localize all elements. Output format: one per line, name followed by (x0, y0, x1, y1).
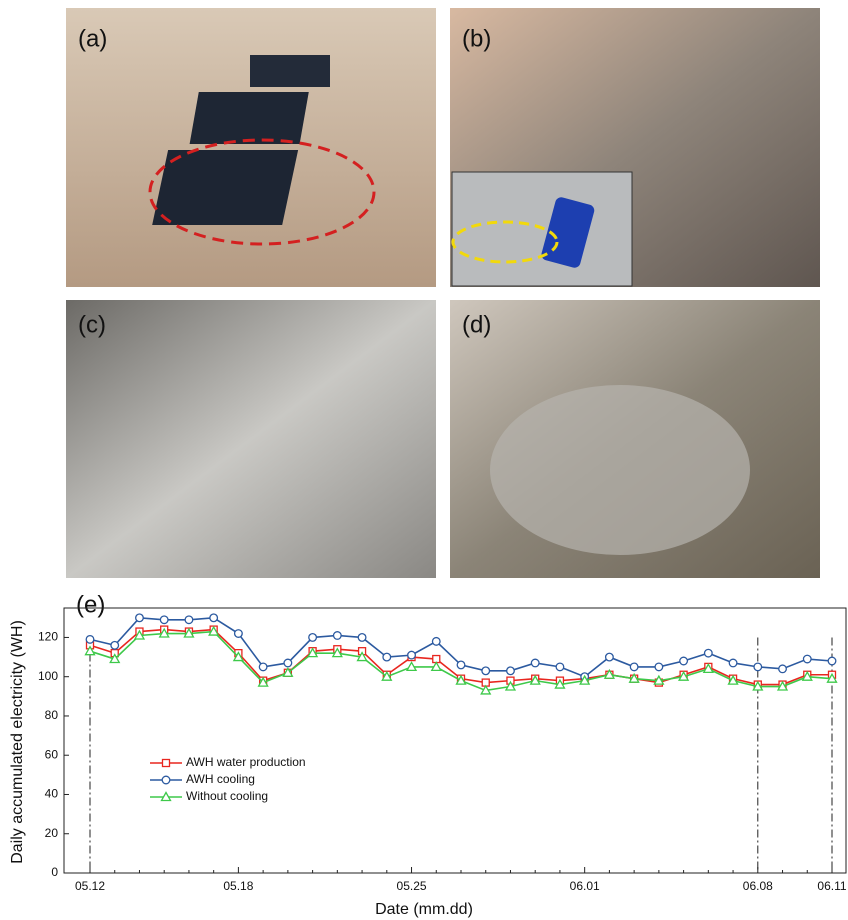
marker (680, 657, 688, 665)
marker (507, 667, 515, 675)
panel-label: (b) (462, 25, 491, 52)
marker (803, 655, 811, 663)
marker (655, 663, 663, 671)
marker (729, 659, 737, 667)
x-tick-label: 06.11 (817, 879, 846, 893)
solar-panel (190, 92, 309, 144)
y-tick-label: 100 (38, 669, 58, 683)
x-tick-label: 06.01 (570, 879, 600, 893)
marker (754, 663, 762, 671)
marker (606, 653, 614, 661)
marker (259, 663, 267, 671)
marker (334, 632, 342, 640)
marker (482, 667, 490, 675)
x-tick-label: 06.08 (743, 879, 773, 893)
legend-label: AWH cooling (186, 772, 255, 786)
marker (705, 649, 713, 657)
marker (210, 614, 218, 622)
panel-label: (c) (78, 311, 106, 338)
marker (630, 663, 638, 671)
marker (779, 665, 787, 673)
marker (86, 636, 94, 644)
panel-label: (a) (78, 25, 107, 52)
marker (531, 659, 539, 667)
legend-label: AWH water production (186, 755, 306, 769)
solar-panel (250, 55, 330, 87)
marker (383, 653, 391, 661)
y-tick-label: 20 (45, 826, 59, 840)
y-tick-label: 80 (45, 708, 59, 722)
x-tick-label: 05.12 (75, 879, 105, 893)
flask (490, 385, 750, 555)
y-tick-label: 120 (38, 630, 58, 644)
marker (136, 614, 144, 622)
chart: (a) (b) (c) (d) (e) Date (mm.dd) Daily a… (0, 0, 848, 920)
marker (162, 776, 170, 784)
marker (408, 651, 416, 659)
marker (828, 657, 836, 665)
legend-label: Without cooling (186, 789, 268, 803)
marker (432, 638, 440, 646)
x-tick-label: 05.25 (397, 879, 427, 893)
figure: (a) (b) (c) (d) (e) Date (mm.dd) Daily a… (0, 0, 848, 920)
x-tick-label: 05.18 (223, 879, 253, 893)
marker (284, 659, 292, 667)
y-axis-label: Daily accumulated electricity (WH) (9, 620, 26, 864)
marker (457, 661, 465, 669)
marker (111, 641, 119, 649)
marker (160, 616, 168, 624)
marker (309, 634, 317, 642)
marker (163, 760, 170, 767)
y-tick-label: 0 (51, 865, 58, 879)
x-axis-label: Date (mm.dd) (375, 901, 473, 918)
marker (556, 663, 564, 671)
panel-label: (d) (462, 311, 491, 338)
plot-frame (64, 608, 846, 873)
marker (358, 634, 366, 642)
photo-c (66, 300, 436, 578)
y-tick-label: 60 (45, 747, 59, 761)
chart-title: (e) (76, 591, 105, 618)
y-tick-label: 40 (45, 787, 59, 801)
marker (235, 630, 243, 638)
marker (185, 616, 193, 624)
